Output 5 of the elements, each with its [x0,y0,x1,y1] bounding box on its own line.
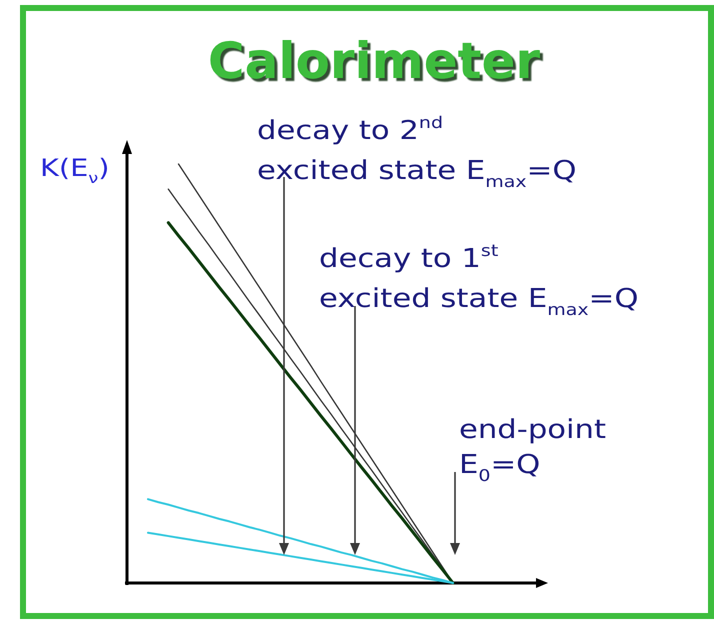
chart-title: Calorimeter [208,32,540,90]
text: decay to 2$^{nd}$ excited state E$_{max}$=Q [257,114,576,192]
text: end-point E$_{0}$=Q [459,414,606,486]
y-axis-title: K(E$_{ν}$) [40,154,110,188]
text: decay to 1$^{st}$ excited state E$_{max}$=Q [319,242,638,320]
